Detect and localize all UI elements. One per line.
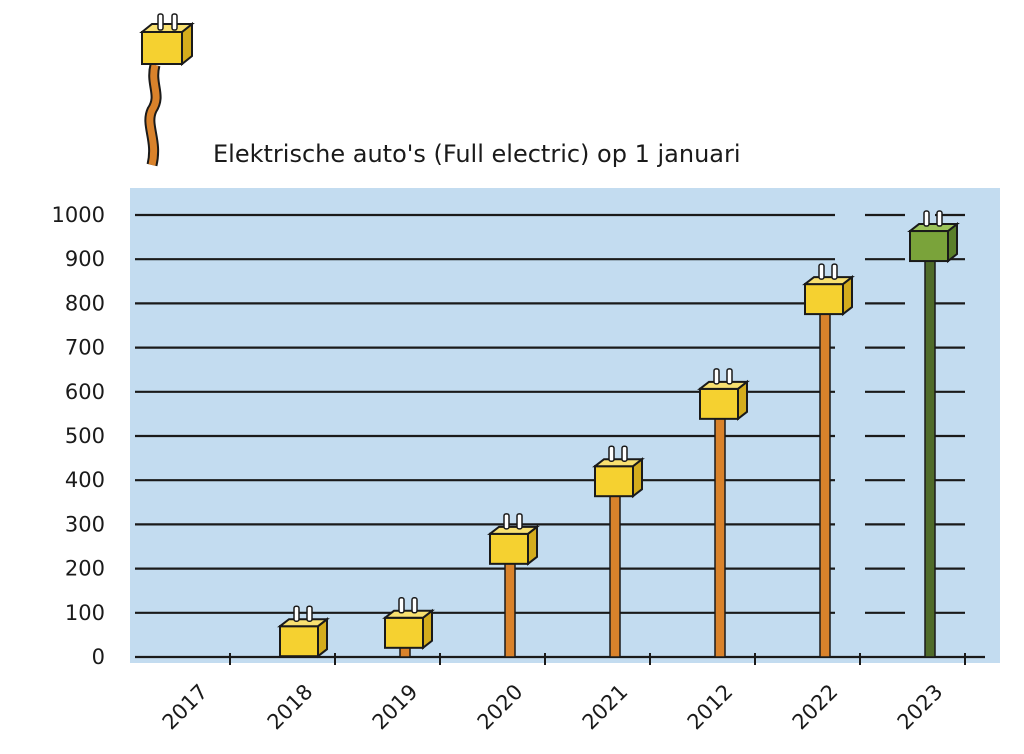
y-tick-label: 100 xyxy=(65,601,105,625)
y-tick-label: 800 xyxy=(65,291,105,315)
plug xyxy=(277,605,330,659)
plug-top xyxy=(277,618,330,628)
plug xyxy=(382,597,435,650)
prong xyxy=(831,263,838,280)
plug-top xyxy=(802,276,855,286)
plug-body xyxy=(279,625,319,658)
plug-body xyxy=(594,465,634,498)
plug-body xyxy=(489,532,529,565)
plug-body xyxy=(804,283,844,316)
prong xyxy=(713,368,720,385)
y-tick-label: 900 xyxy=(65,247,105,271)
prong xyxy=(818,263,825,280)
x-tick-label: 2021 xyxy=(578,680,633,735)
plug-top xyxy=(697,380,750,390)
plug-body xyxy=(699,387,739,420)
plug-body xyxy=(909,230,949,263)
bar xyxy=(819,297,831,658)
y-tick-label: 400 xyxy=(65,468,105,492)
prong xyxy=(503,513,510,530)
bar xyxy=(924,244,936,658)
plug xyxy=(487,513,540,566)
prong xyxy=(923,210,930,227)
prong xyxy=(726,368,733,385)
y-tick-label: 700 xyxy=(65,336,105,360)
x-tick-label: 2020 xyxy=(473,680,528,735)
plug-top xyxy=(382,609,435,619)
plug xyxy=(907,210,960,264)
prong xyxy=(293,605,300,622)
y-tick-label: 500 xyxy=(65,424,105,448)
plug-top xyxy=(592,458,645,468)
x-tick-label: 2017 xyxy=(158,680,213,735)
y-tick-label: 0 xyxy=(92,645,105,669)
plug-top xyxy=(487,525,540,535)
bar xyxy=(714,402,726,658)
prong xyxy=(621,445,628,462)
prong xyxy=(306,605,313,622)
y-tick-label: 600 xyxy=(65,380,105,404)
plug xyxy=(802,263,855,317)
prong xyxy=(516,513,523,530)
plug xyxy=(592,445,645,499)
x-tick-label: 2018 xyxy=(263,680,318,735)
x-tick-label: 2023 xyxy=(893,680,948,735)
chart-title: Elektrische auto's (Full electric) op 1 … xyxy=(213,140,741,168)
plug xyxy=(697,368,750,421)
decorative-plug xyxy=(139,13,195,167)
y-tick-label: 200 xyxy=(65,557,105,581)
x-tick-label: 2012 xyxy=(683,680,738,735)
y-tick-label: 1000 xyxy=(52,203,105,227)
x-tick-label: 2022 xyxy=(788,680,843,735)
prong xyxy=(398,597,405,614)
bar xyxy=(609,479,621,658)
prong xyxy=(608,445,615,462)
plot-background xyxy=(130,188,1000,663)
plug-top xyxy=(907,223,960,233)
prong xyxy=(936,210,943,227)
prong xyxy=(411,597,418,614)
x-tick-label: 2019 xyxy=(368,680,423,735)
y-tick-label: 300 xyxy=(65,512,105,536)
plug-body xyxy=(384,616,424,649)
